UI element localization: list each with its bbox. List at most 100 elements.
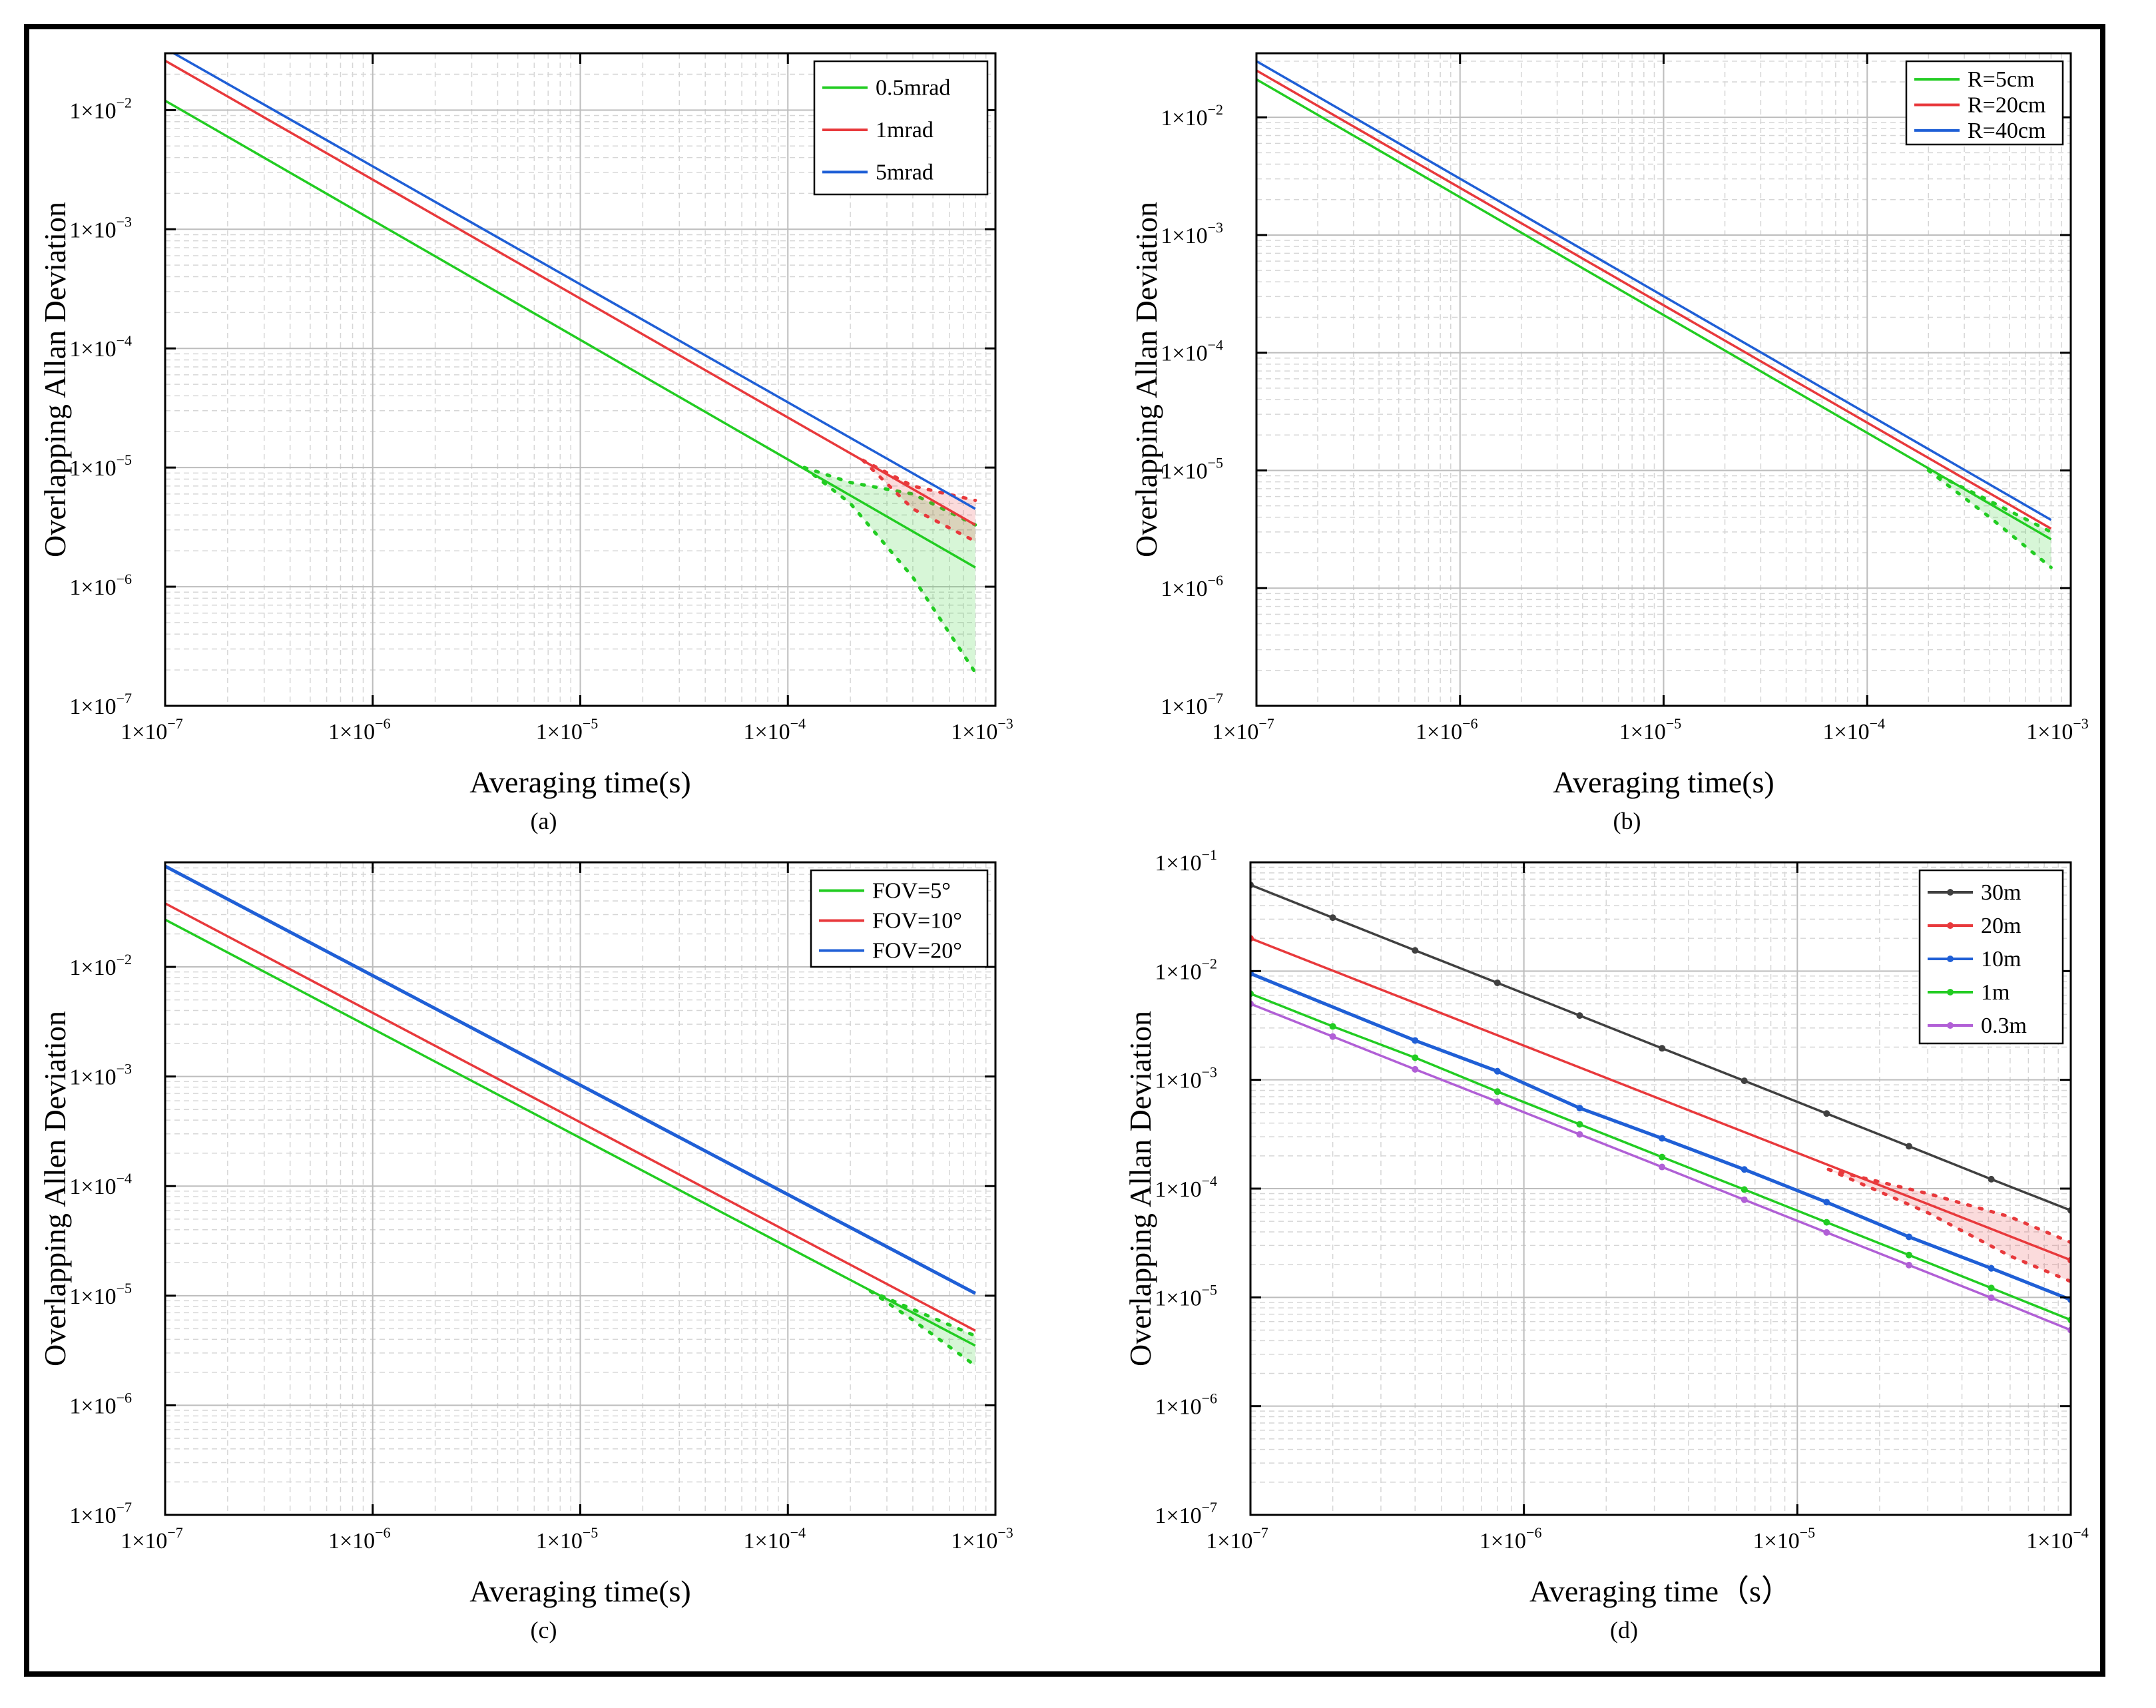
chart-panel-0: 1×10−7 1×10−6 1×10−5 1×10−4 1×10−31×10−71×10… — [38, 52, 1013, 834]
y-tick-label: 1×10−2 — [69, 94, 132, 123]
x-tick-label: 1×10−6 — [1416, 715, 1478, 744]
y-tick-label: 1×10−3 — [69, 213, 132, 242]
series-line-10m — [1250, 972, 2071, 1302]
y-tick-base: 1×10 — [69, 1504, 116, 1528]
y-tick-base: 1×10 — [1155, 1069, 1201, 1093]
y-tick-exponent: −5 — [117, 451, 132, 468]
data-point-30m — [1329, 914, 1336, 922]
data-point-0.3m — [1823, 1229, 1830, 1236]
y-tick-base: 1×10 — [69, 1284, 116, 1309]
legend-label-20m: 20m — [1981, 914, 2021, 938]
data-point-30m — [1493, 979, 1501, 986]
x-tick-base: 1×10 — [1753, 1529, 1800, 1554]
data-point-0.3m — [1905, 1261, 1912, 1269]
series-line-R=20cm — [1256, 69, 2052, 530]
band-lower-1mrad — [861, 458, 977, 543]
x-tick-label: 1×10−4 — [743, 1524, 806, 1554]
y-tick-base: 1×10 — [1155, 851, 1201, 876]
y-tick-exponent: −6 — [117, 1389, 132, 1406]
x-tick-base: 1×10 — [1416, 720, 1462, 744]
x-tick-exponent: −6 — [1526, 1524, 1541, 1541]
y-tick-exponent: −7 — [1202, 1499, 1217, 1516]
x-tick-label: 1×10−6 — [328, 715, 391, 744]
y-tick-label: 1×10−2 — [1155, 955, 1217, 984]
y-tick-exponent: −4 — [117, 1170, 132, 1187]
y-tick-label: 1×10−6 — [1161, 572, 1223, 601]
legend-marker-1m — [1947, 989, 1954, 996]
data-point-10m — [1988, 1265, 1995, 1272]
y-tick-exponent: −4 — [117, 332, 132, 349]
y-tick-label: 1×10−2 — [69, 951, 132, 980]
data-point-10m — [1493, 1067, 1501, 1075]
data-point-1m — [1741, 1186, 1748, 1193]
x-tick-exponent: −6 — [375, 715, 390, 732]
data-point-0.3m — [1329, 1033, 1336, 1040]
data-point-0.3m — [1493, 1098, 1501, 1105]
x-tick-exponent: −5 — [583, 1524, 598, 1541]
y-tick-exponent: −5 — [1202, 1281, 1217, 1298]
data-point-1m — [1905, 1251, 1912, 1259]
x-tick-base: 1×10 — [121, 1529, 167, 1554]
y-axis-title: Overlapping Allan Deviation — [1129, 202, 1163, 557]
x-tick-base: 1×10 — [743, 720, 790, 744]
x-tick-base: 1×10 — [951, 1529, 997, 1554]
panel-label: (c) — [531, 1617, 557, 1643]
y-tick-exponent: −3 — [117, 213, 132, 230]
x-tick-base: 1×10 — [536, 720, 583, 744]
legend-label-0.5mrad: 0.5mrad — [876, 76, 950, 101]
y-tick-label: 1×10−4 — [69, 1170, 132, 1199]
plot-area — [1256, 60, 2053, 569]
y-tick-label: 1×10−6 — [1155, 1390, 1217, 1420]
y-tick-exponent: −5 — [1208, 454, 1223, 471]
series-line-FOV=10° — [165, 902, 976, 1332]
x-tick-label: 1×10−7 — [121, 715, 183, 744]
y-tick-label: 1×10−7 — [1155, 1499, 1217, 1528]
confidence-band-20m — [1828, 1169, 2071, 1282]
series-line-20m — [1250, 937, 2071, 1262]
y-tick-base: 1×10 — [1155, 960, 1201, 984]
x-tick-label: 1×10−5 — [536, 715, 599, 744]
legend-marker-10m — [1947, 956, 1954, 962]
x-tick-base: 1×10 — [536, 1529, 583, 1554]
legend-label-1mrad: 1mrad — [876, 118, 934, 142]
data-point-1m — [1988, 1284, 1995, 1292]
x-tick-base: 1×10 — [328, 720, 375, 744]
y-tick-base: 1×10 — [69, 1175, 116, 1199]
series-line-0.5mrad — [165, 99, 976, 569]
data-point-0.3m — [1412, 1065, 1419, 1073]
x-tick-exponent: −4 — [790, 715, 806, 732]
data-point-10m — [1823, 1199, 1830, 1206]
y-tick-label: 1×10−7 — [69, 1499, 132, 1528]
y-tick-label: 1×10−4 — [1161, 337, 1223, 366]
data-point-30m — [1659, 1045, 1666, 1052]
x-tick-label: 1×10−5 — [536, 1524, 599, 1554]
x-tick-base: 1×10 — [1619, 720, 1666, 744]
x-axis-title: Averaging time（s） — [1529, 1574, 1792, 1608]
x-tick-exponent: −7 — [1252, 1524, 1268, 1541]
x-tick-label: 1×10−7 — [1212, 715, 1274, 744]
data-point-10m — [1659, 1135, 1666, 1142]
y-tick-exponent: −3 — [1202, 1064, 1217, 1081]
data-point-1m — [1823, 1219, 1830, 1226]
y-tick-base: 1×10 — [69, 695, 116, 719]
legend: 30m 20m 10m 1m 0.3m — [1918, 869, 2064, 1045]
x-tick-label: 1×10−4 — [2026, 1524, 2089, 1554]
x-tick-exponent: −4 — [2073, 1524, 2088, 1541]
x-tick-label: 1×10−6 — [1480, 1524, 1542, 1554]
y-tick-exponent: −2 — [1202, 955, 1217, 972]
data-point-10m — [1412, 1037, 1419, 1044]
x-tick-label: 1×10−3 — [951, 715, 1013, 744]
x-tick-base: 1×10 — [328, 1529, 375, 1554]
y-tick-exponent: −6 — [1208, 572, 1223, 589]
confidence-band-1mrad — [863, 460, 975, 542]
y-tick-base: 1×10 — [69, 456, 116, 481]
data-point-1m — [1659, 1153, 1666, 1161]
y-axis-title: Overlapping Allan Deviation — [1123, 1011, 1157, 1366]
x-axis-title: Averaging time(s) — [1553, 765, 1774, 799]
data-point-30m — [1576, 1012, 1583, 1019]
legend-label-30m: 30m — [1981, 880, 2021, 905]
legend-label-R=5cm: R=5cm — [1968, 67, 2034, 92]
y-axis-title: Overlapping Allen Deviation — [38, 1011, 72, 1366]
x-tick-label: 1×10−3 — [951, 1524, 1013, 1554]
